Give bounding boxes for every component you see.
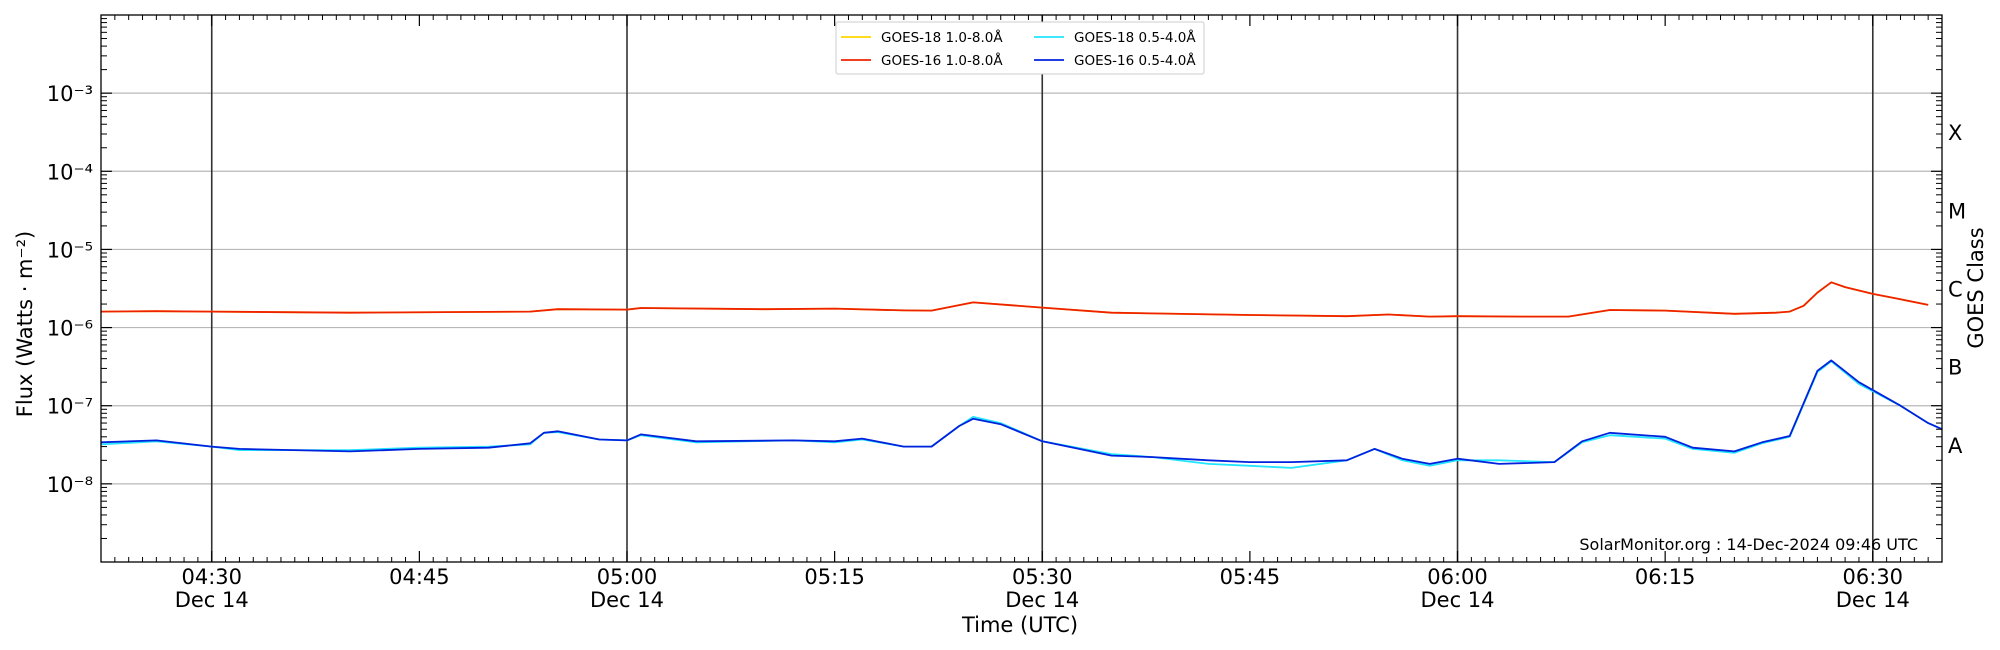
- y-tick-label: 10⁻³: [47, 82, 93, 106]
- x-tick-date-label: Dec 14: [175, 588, 249, 612]
- series-line: [100, 360, 1943, 469]
- goes-class-label: M: [1948, 199, 1966, 223]
- x-tick-date-label: Dec 14: [1836, 588, 1910, 612]
- x-tick-label: 06:00: [1427, 565, 1488, 589]
- x-axis-title: Time (UTC): [961, 613, 1078, 637]
- x-tick-label: 04:30: [181, 565, 242, 589]
- goes-class-axis-title: GOES Class: [1964, 227, 1988, 348]
- series-line: [100, 359, 1943, 465]
- y-tick-label: 10⁻⁵: [47, 238, 93, 262]
- x-tick-label: 04:45: [389, 565, 450, 589]
- x-tick-label: 05:00: [597, 565, 658, 589]
- y-axis-title: Flux (Watts · m⁻²): [13, 231, 37, 417]
- y-tick-label: 10⁻⁴: [47, 160, 93, 184]
- footer-credit: SolarMonitor.org : 14-Dec-2024 09:46 UTC: [1579, 535, 1918, 554]
- plot-frame: [100, 14, 1943, 563]
- y-tick-label: 10⁻⁸: [47, 473, 93, 497]
- series-line: [100, 281, 1929, 318]
- grid-layer: [101, 15, 1942, 562]
- series-line: [100, 281, 1929, 318]
- legend-box: [835, 21, 1205, 75]
- legend: GOES-18 1.0-8.0Å GOES-16 1.0-8.0Å GOES-18 …: [835, 21, 1205, 75]
- x-tick-label: 05:30: [1012, 565, 1073, 589]
- x-tick-date-label: Dec 14: [1421, 588, 1495, 612]
- y-tick-label: 10⁻⁷: [47, 395, 93, 419]
- x-tick-label: 06:15: [1635, 565, 1696, 589]
- goes-class-label: B: [1948, 356, 1962, 380]
- x-tick-date-label: Dec 14: [1005, 588, 1079, 612]
- x-tick-label: 06:30: [1843, 565, 1904, 589]
- goes-class-label: A: [1948, 434, 1963, 458]
- x-tick-date-label: Dec 14: [590, 588, 664, 612]
- x-tick-label: 05:45: [1220, 565, 1281, 589]
- x-tick-label: 05:15: [804, 565, 865, 589]
- legend-label: GOES-16 0.5-4.0Å: [1074, 52, 1196, 69]
- goes-class-label: C: [1948, 278, 1963, 302]
- legend-label: GOES-16 1.0-8.0Å: [881, 52, 1003, 69]
- y-tick-label: 10⁻⁶: [47, 317, 93, 341]
- legend-label: GOES-18 0.5-4.0Å: [1074, 29, 1196, 46]
- legend-label: GOES-18 1.0-8.0Å: [881, 29, 1003, 46]
- series-layer: [100, 281, 1943, 469]
- goes-class-label: X: [1948, 121, 1962, 145]
